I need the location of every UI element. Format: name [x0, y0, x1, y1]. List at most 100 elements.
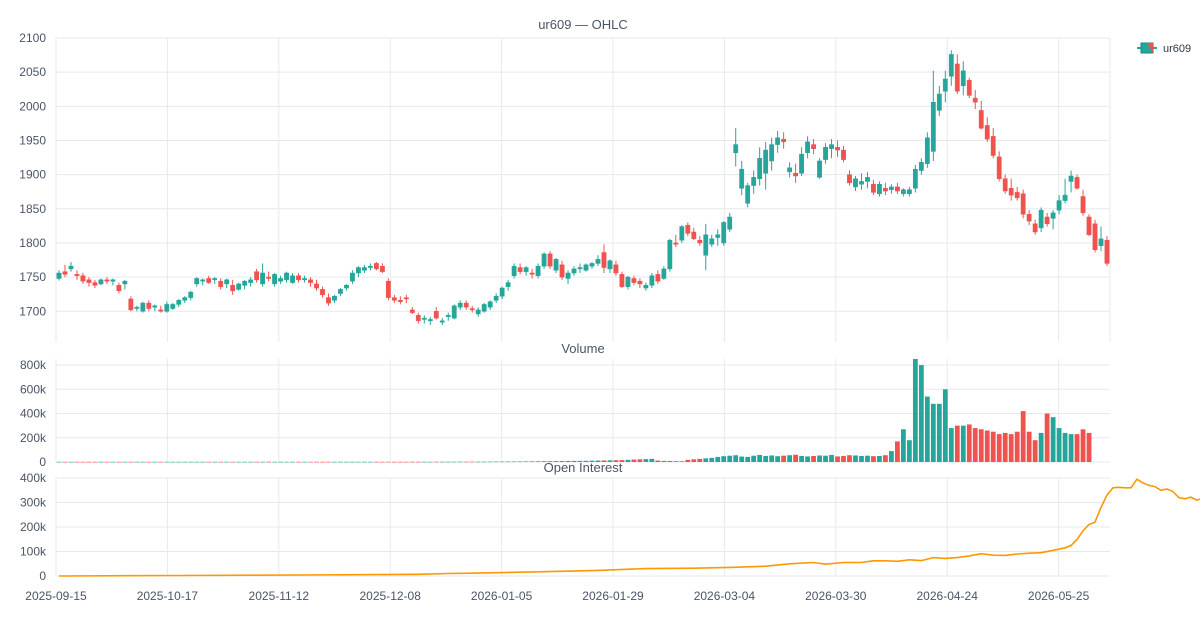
candle-body	[230, 285, 236, 292]
volume-bar	[128, 461, 134, 463]
candle-body	[68, 265, 74, 270]
candle-body	[589, 263, 595, 267]
volume-bar	[134, 461, 140, 463]
candle-body	[236, 283, 242, 290]
candle-body	[900, 189, 906, 195]
volume-bar	[182, 461, 188, 463]
candle-body	[116, 285, 122, 292]
volume-bar	[835, 456, 840, 462]
volume-bar	[1020, 411, 1026, 462]
candle-body	[529, 272, 535, 275]
candle-body	[912, 168, 918, 189]
candle-body	[302, 278, 307, 281]
candle-body	[266, 276, 272, 279]
candle-body	[200, 279, 206, 282]
candle-body	[565, 272, 571, 279]
volume-bar	[1068, 434, 1074, 462]
ohlc-y-tick-label: 1950	[19, 133, 46, 147]
candle-body	[104, 279, 110, 282]
candle-body	[817, 160, 822, 178]
candle-body	[74, 274, 80, 276]
volume-bar	[703, 458, 709, 462]
candle-body	[1026, 214, 1032, 222]
candles	[56, 50, 1110, 325]
volume-bar	[655, 460, 661, 462]
volume-bar	[960, 425, 966, 462]
x-tick-label: 2026-01-05	[471, 589, 533, 603]
candle-body	[745, 185, 751, 204]
candle-body	[409, 309, 415, 313]
candle-body	[649, 275, 655, 286]
volume-bar	[164, 461, 170, 463]
volume-bar	[1038, 432, 1044, 462]
volume-bar	[571, 460, 577, 462]
candle-body	[320, 289, 325, 296]
candle-body	[344, 285, 349, 289]
candle-body	[553, 259, 559, 271]
volume-bar	[613, 460, 619, 462]
volume-bar	[757, 454, 763, 462]
volume-bar	[643, 459, 649, 462]
candle-body	[697, 239, 703, 244]
volume-bar	[415, 461, 421, 463]
volume-bar	[751, 455, 757, 462]
volume-bar	[284, 461, 289, 463]
volume-bar	[811, 455, 816, 462]
volume-bar	[56, 461, 62, 463]
x-tick-label: 2026-03-04	[694, 589, 756, 603]
candle-body	[877, 183, 882, 195]
volume-bar	[781, 455, 787, 462]
volume-bar	[326, 461, 331, 463]
volume-bar	[481, 461, 487, 463]
candle-body	[954, 63, 960, 92]
axis-labels: 2025-09-15 2025-10-17 2025-11-12 2025-12-08…	[19, 31, 1089, 603]
candle-body	[248, 279, 254, 283]
volume-bar	[559, 461, 565, 462]
volume-bar	[242, 461, 248, 463]
volume-bar	[793, 454, 798, 462]
candle-body	[948, 54, 954, 77]
volume-bar	[266, 461, 271, 463]
volume-y-tick-label: 200k	[20, 431, 47, 445]
volume-bar	[631, 459, 637, 462]
volume-bar	[984, 430, 990, 462]
volume-bar	[110, 461, 116, 463]
volume-bar	[176, 461, 182, 463]
volume-bar	[1056, 428, 1062, 462]
ohlc-y-tick-label: 1700	[19, 304, 46, 318]
candle-body	[763, 149, 769, 174]
volume-bar	[373, 461, 379, 463]
legend[interactable]: ur609	[1137, 42, 1191, 55]
candle-body	[212, 278, 218, 281]
candle-body	[433, 311, 439, 319]
candle-body	[793, 173, 799, 177]
candle-body	[871, 183, 876, 193]
volume-bar	[1026, 431, 1032, 462]
volume-bar	[739, 456, 745, 462]
candle-body	[535, 265, 541, 276]
volume-bar	[200, 461, 206, 463]
candle-body	[457, 302, 463, 308]
candle-body	[439, 320, 445, 323]
candle-body	[853, 178, 858, 188]
volume-bar	[733, 455, 739, 462]
candle-body	[56, 272, 62, 279]
candle-body	[373, 263, 379, 270]
ohlc-y-tick-label: 1750	[19, 270, 46, 284]
ohlc-y-tick-label: 2100	[19, 31, 46, 45]
volume-bar	[541, 461, 547, 462]
volume-bar	[290, 461, 295, 463]
candle-body	[260, 272, 266, 285]
candle-body	[984, 125, 990, 140]
volume-bar	[918, 365, 924, 462]
volume-bar	[493, 461, 499, 463]
candle-body	[1020, 193, 1026, 215]
volume-bar	[990, 431, 996, 462]
volume-bar	[362, 461, 367, 463]
candle-body	[463, 302, 469, 308]
candle-body	[1098, 238, 1104, 246]
open-interest-y-tick-label: 400k	[20, 471, 47, 485]
candle-body	[541, 253, 547, 267]
candle-body	[481, 304, 487, 312]
x-tick-label: 2026-01-29	[582, 589, 644, 603]
